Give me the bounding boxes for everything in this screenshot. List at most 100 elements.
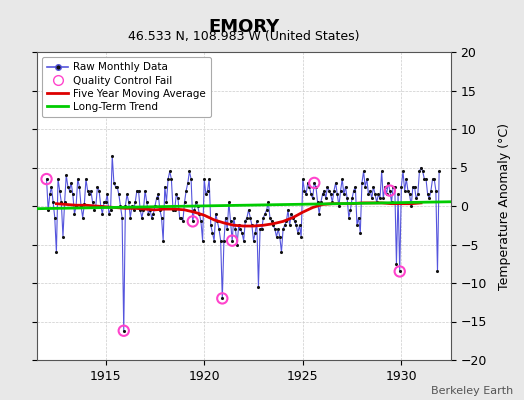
Point bbox=[300, 187, 309, 194]
Text: 46.533 N, 108.983 W (United States): 46.533 N, 108.983 W (United States) bbox=[128, 30, 359, 43]
Point bbox=[54, 176, 62, 182]
Point bbox=[248, 222, 256, 228]
Point bbox=[212, 210, 220, 217]
Point bbox=[52, 249, 61, 255]
Point bbox=[139, 207, 148, 213]
Point bbox=[253, 218, 261, 225]
Point bbox=[256, 226, 264, 232]
Point bbox=[348, 195, 356, 202]
Point bbox=[106, 207, 115, 213]
Point bbox=[396, 268, 404, 275]
Point bbox=[172, 191, 180, 198]
Point bbox=[73, 176, 82, 182]
Point bbox=[330, 187, 338, 194]
Point bbox=[180, 199, 189, 205]
Point bbox=[346, 207, 355, 213]
Point bbox=[82, 176, 90, 182]
Point bbox=[92, 203, 100, 209]
Point bbox=[119, 328, 128, 334]
Point bbox=[46, 191, 54, 198]
Point bbox=[210, 238, 219, 244]
Point bbox=[417, 164, 425, 171]
Point bbox=[157, 214, 166, 221]
Point bbox=[235, 222, 243, 228]
Point bbox=[396, 268, 404, 275]
Point bbox=[190, 207, 199, 213]
Point bbox=[42, 176, 51, 182]
Point bbox=[215, 226, 223, 232]
Point bbox=[182, 187, 190, 194]
Point bbox=[205, 176, 213, 182]
Point bbox=[340, 191, 348, 198]
Point bbox=[356, 230, 365, 236]
Point bbox=[83, 187, 92, 194]
Point bbox=[44, 207, 52, 213]
Point bbox=[115, 191, 123, 198]
Point bbox=[131, 199, 139, 205]
Point bbox=[174, 195, 182, 202]
Point bbox=[290, 218, 299, 225]
Point bbox=[427, 187, 435, 194]
Point bbox=[202, 191, 210, 198]
Point bbox=[241, 218, 249, 225]
Point bbox=[419, 168, 427, 174]
Point bbox=[118, 214, 126, 221]
Point bbox=[394, 191, 402, 198]
Point bbox=[269, 222, 277, 228]
Point bbox=[407, 203, 416, 209]
Point bbox=[335, 203, 343, 209]
Point bbox=[422, 176, 430, 182]
Legend: Raw Monthly Data, Quality Control Fail, Five Year Moving Average, Long-Term Tren: Raw Monthly Data, Quality Control Fail, … bbox=[42, 57, 211, 117]
Point bbox=[200, 176, 209, 182]
Point bbox=[276, 234, 284, 240]
Point bbox=[141, 187, 149, 194]
Point bbox=[144, 210, 152, 217]
Point bbox=[222, 214, 230, 221]
Point bbox=[351, 184, 359, 190]
Point bbox=[151, 203, 159, 209]
Point bbox=[406, 191, 414, 198]
Point bbox=[350, 187, 358, 194]
Point bbox=[384, 180, 392, 186]
Point bbox=[432, 187, 440, 194]
Point bbox=[187, 176, 195, 182]
Point bbox=[263, 207, 271, 213]
Point bbox=[412, 195, 420, 202]
Point bbox=[390, 184, 399, 190]
Point bbox=[179, 218, 187, 225]
Point bbox=[143, 199, 151, 205]
Point bbox=[149, 210, 158, 217]
Point bbox=[189, 218, 197, 225]
Point bbox=[272, 234, 281, 240]
Point bbox=[267, 218, 276, 225]
Point bbox=[343, 195, 352, 202]
Y-axis label: Temperature Anomaly (°C): Temperature Anomaly (°C) bbox=[498, 122, 511, 290]
Point bbox=[377, 168, 386, 174]
Point bbox=[169, 207, 177, 213]
Point bbox=[387, 199, 396, 205]
Point bbox=[261, 210, 269, 217]
Point bbox=[103, 191, 112, 198]
Point bbox=[161, 184, 169, 190]
Point bbox=[435, 168, 443, 174]
Point bbox=[176, 214, 184, 221]
Point bbox=[293, 230, 302, 236]
Point bbox=[392, 260, 401, 267]
Point bbox=[159, 238, 167, 244]
Point bbox=[336, 187, 345, 194]
Point bbox=[366, 187, 374, 194]
Point bbox=[345, 214, 353, 221]
Point bbox=[246, 214, 255, 221]
Point bbox=[259, 214, 268, 221]
Point bbox=[354, 214, 363, 221]
Point bbox=[271, 226, 279, 232]
Point bbox=[116, 203, 125, 209]
Point bbox=[96, 203, 105, 209]
Point bbox=[376, 195, 384, 202]
Point bbox=[320, 187, 329, 194]
Point bbox=[389, 184, 397, 190]
Point bbox=[185, 168, 194, 174]
Point bbox=[244, 207, 253, 213]
Point bbox=[410, 184, 419, 190]
Point bbox=[359, 168, 368, 174]
